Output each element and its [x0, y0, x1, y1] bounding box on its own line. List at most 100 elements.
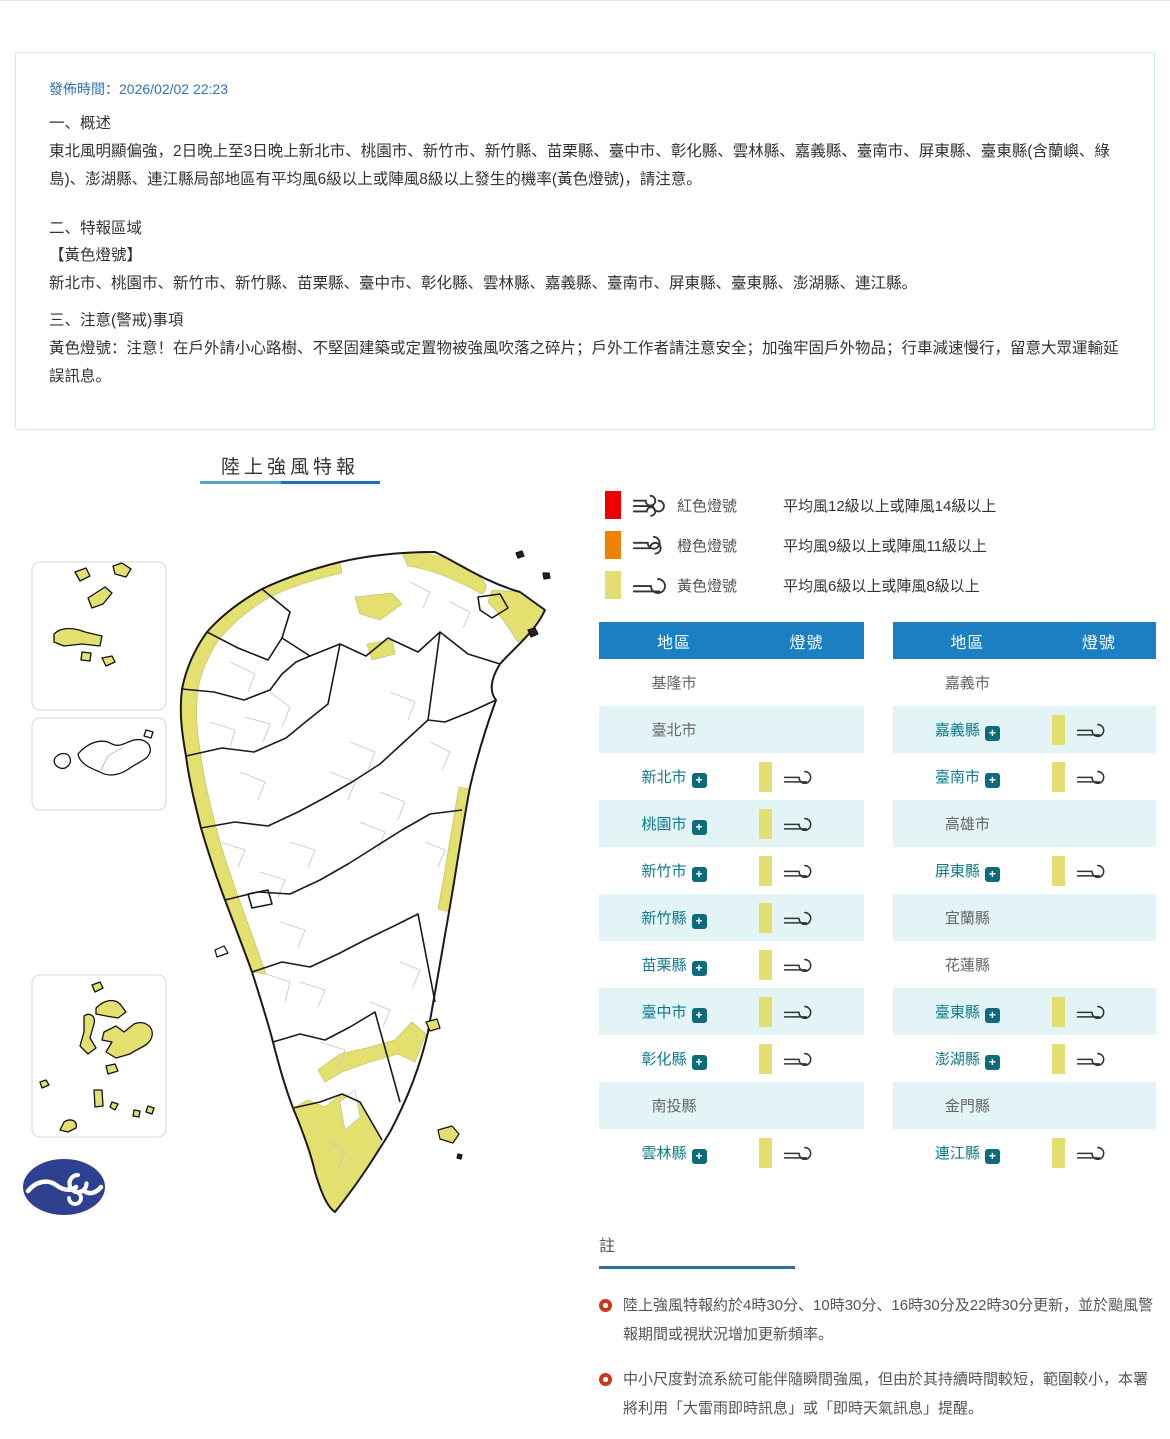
region-expand-button[interactable]: 臺東縣 + — [935, 1004, 1000, 1023]
yellow-signal-badge — [759, 761, 772, 792]
region-cell: 屏東縣 + — [893, 860, 1042, 882]
region-label: 宜蘭縣 — [944, 910, 990, 927]
legend-signal-name: 橙色燈號 — [677, 537, 738, 555]
region-cell: 苗栗縣 + — [599, 954, 749, 976]
plus-icon: + — [984, 772, 1000, 788]
plus-icon: + — [691, 1148, 707, 1164]
yellow-signal-badge — [759, 1043, 772, 1074]
region-cell: 連江縣 + — [893, 1142, 1042, 1164]
region-cell: 基隆市 — [599, 672, 749, 693]
region-cell: 花蓮縣 — [893, 954, 1042, 975]
table-row: 臺北市 — [599, 706, 864, 753]
region-expand-button[interactable]: 雲林縣 + — [641, 1145, 707, 1164]
table-row: 屏東縣 + — [893, 847, 1156, 894]
region-label: 嘉義縣 — [934, 721, 980, 739]
region-cell: 嘉義市 — [893, 672, 1042, 693]
plus-icon: + — [984, 725, 1000, 741]
liuqiu-island — [214, 945, 229, 958]
caution-heading: 三、注意(警戒)事項 — [49, 312, 184, 329]
advisory-text-panel: 發佈時間：2026/02/02 22:23 一、概述 東北風明顯偏強，2日晚上至… — [15, 52, 1155, 430]
signal-cell — [749, 1043, 864, 1074]
region-expand-button[interactable]: 屏東縣 + — [934, 862, 1000, 882]
legend-signal-description: 平均風6級以上或陣風8級以上 — [783, 577, 980, 595]
region-label: 屏東縣 — [934, 862, 980, 880]
region-table-right: 地區 燈號 嘉義市 嘉義縣 + 臺南市 + 高雄市 屏東縣 + 宜蘭縣 花蓮縣 臺東縣 + 澎湖縣 + 金門… — [893, 622, 1156, 1176]
inset-box-penghu — [31, 974, 167, 1138]
signal-cell — [1042, 855, 1156, 886]
legend-color-swatch — [605, 571, 621, 599]
notes-section: 註 陸上強風特報約於4時30分、10時30分、16時30分及22時30分更新，並… — [599, 1232, 1159, 1439]
wind-light-icon — [1076, 1005, 1105, 1020]
region-expand-button[interactable]: 桃園市 + — [641, 816, 707, 835]
region-expand-button[interactable]: 連江縣 + — [934, 1144, 1000, 1164]
signal-cell — [1042, 1137, 1156, 1168]
region-label: 花蓮縣 — [944, 957, 990, 974]
county-borders — [181, 588, 509, 1141]
page-top-divider — [0, 0, 1170, 1]
inset-box-kinmen — [31, 717, 167, 811]
legend-item: 橙色燈號 平均風9級以上或陣風11級以上 — [605, 525, 1155, 565]
orchid-island — [437, 1125, 460, 1144]
wind-light-icon — [783, 958, 812, 973]
taiwan-main-island — [179, 551, 546, 1213]
region-expand-button[interactable]: 彰化縣 + — [641, 1051, 707, 1070]
yellow-signal-badge — [1051, 1137, 1065, 1168]
signal-cell — [749, 1137, 864, 1168]
wind-light-icon — [783, 1005, 812, 1020]
legend-color-swatch — [605, 491, 621, 519]
region-label: 南投縣 — [651, 1098, 697, 1115]
table-row: 臺東縣 + — [893, 988, 1156, 1035]
region-label: 基隆市 — [651, 675, 697, 692]
taiwan-map-svg — [31, 550, 551, 1213]
island-outline-fill — [180, 552, 545, 1212]
header-signal: 燈號 — [1081, 634, 1116, 652]
region-expand-button[interactable]: 嘉義縣 + — [934, 721, 1000, 741]
table-header: 地區 燈號 — [893, 622, 1156, 659]
legend-signal-description: 平均風12級以上或陣風14級以上 — [783, 497, 997, 515]
legend-color-swatch — [605, 531, 621, 559]
yellow-signal-badge — [759, 808, 772, 839]
region-expand-button[interactable]: 臺南市 + — [934, 768, 1000, 788]
region-table-left: 地區 燈號 基隆市 臺北市 新北市 + 桃園市 + 新竹市 + 新竹縣 + 苗栗縣 + 臺中市 + 彰化縣 +… — [599, 622, 864, 1176]
header-signal: 燈號 — [789, 634, 824, 652]
map-title-underline — [200, 481, 380, 484]
region-expand-button[interactable]: 新竹縣 + — [641, 910, 707, 929]
region-cell: 臺中市 + — [599, 1001, 749, 1023]
cwb-logo — [22, 1158, 107, 1216]
yellow-signal-badge — [759, 902, 772, 933]
notes-list: 陸上強風特報約於4時30分、10時30分、16時30分及22時30分更新，並於颱… — [599, 1291, 1159, 1423]
signal-cell — [749, 996, 864, 1027]
region-cell: 彰化縣 + — [599, 1048, 749, 1070]
region-expand-button[interactable]: 新竹市 + — [641, 862, 707, 882]
legend-item: 黃色燈號 平均風6級以上或陣風8級以上 — [605, 565, 1155, 605]
caution-body: 黃色燈號：注意！在戶外請小心路樹、不堅固建築或定置物被強風吹落之碎片；戶外工作者… — [49, 340, 1119, 385]
table-row: 臺南市 + — [893, 753, 1156, 800]
region-expand-button[interactable]: 苗栗縣 + — [641, 957, 707, 976]
yellow-signal-badge — [1051, 1043, 1065, 1074]
wind-light-icon — [783, 864, 812, 879]
region-label: 連江縣 — [934, 1144, 980, 1162]
yellow-signal-badge — [759, 1137, 772, 1168]
table-row: 高雄市 — [893, 800, 1156, 847]
region-cell: 宜蘭縣 — [893, 907, 1042, 928]
region-expand-button[interactable]: 臺中市 + — [641, 1004, 707, 1023]
signal-cell — [749, 949, 864, 980]
green-island — [425, 1018, 441, 1032]
yellow-signal-badge — [759, 996, 772, 1027]
wind-light-icon — [783, 817, 812, 832]
region-label: 臺南市 — [934, 768, 980, 786]
wind-light-icon — [1076, 1146, 1105, 1161]
table-row: 新竹縣 + — [599, 894, 864, 941]
region-expand-button[interactable]: 新北市 + — [641, 769, 707, 788]
region-cell: 新北市 + — [599, 766, 749, 788]
region-label: 臺北市 — [651, 722, 697, 739]
notes-underline — [599, 1266, 795, 1269]
yellow-signal-badge — [1051, 855, 1065, 886]
plus-icon: + — [691, 866, 707, 882]
signal-cell — [749, 902, 864, 933]
region-expand-button[interactable]: 澎湖縣 + — [935, 1051, 1000, 1070]
notes-title: 註 — [599, 1238, 616, 1255]
region-cell: 南投縣 — [599, 1095, 749, 1116]
region-label: 新竹市 — [641, 862, 687, 880]
table-row: 宜蘭縣 — [893, 894, 1156, 941]
